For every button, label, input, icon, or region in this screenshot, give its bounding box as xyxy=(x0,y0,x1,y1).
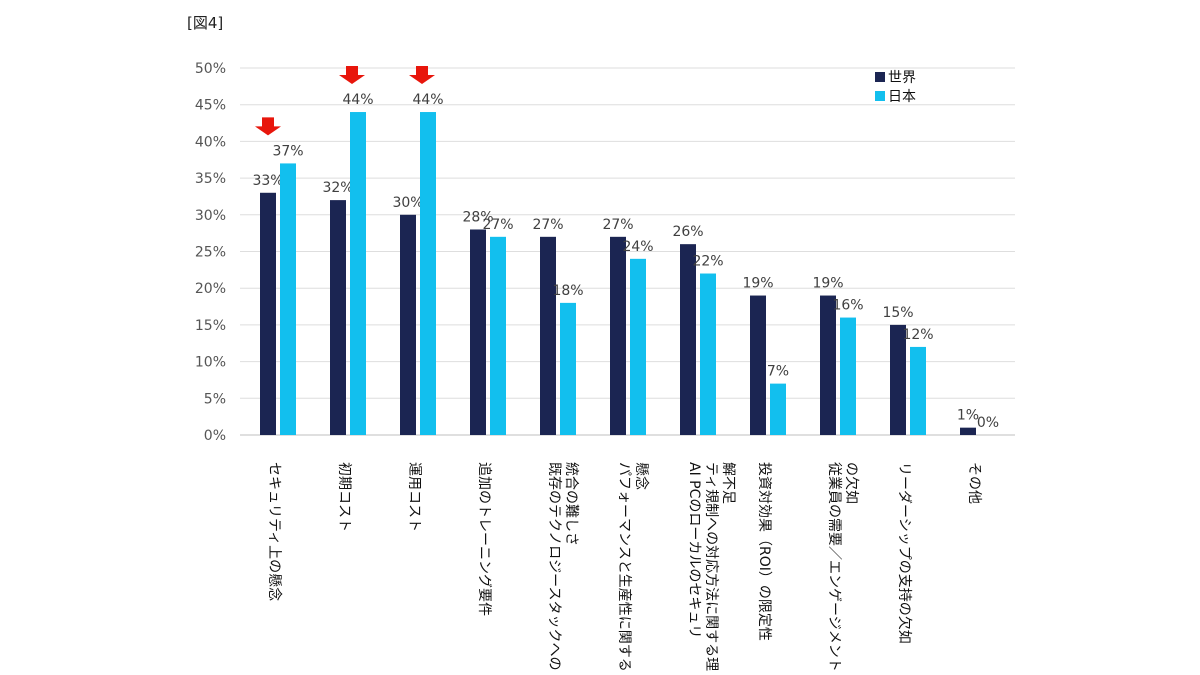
down-arrow-icon xyxy=(339,66,365,85)
data-label: 32% xyxy=(322,180,353,196)
data-label: 1% xyxy=(957,408,979,424)
data-label: 28% xyxy=(462,209,493,225)
data-label: 27% xyxy=(532,217,563,233)
bar-japan xyxy=(770,383,786,435)
data-label: 27% xyxy=(602,217,633,233)
data-label: 19% xyxy=(812,276,843,292)
bar-world xyxy=(750,295,766,435)
bar-japan xyxy=(560,302,576,435)
data-label: 15% xyxy=(882,305,913,321)
category-label: AI PCのローカルのセキュリティ規制への対応方法に関する理解不足 xyxy=(686,462,736,671)
data-label: 33% xyxy=(252,173,283,189)
bar-world xyxy=(330,200,346,435)
data-label: 24% xyxy=(622,239,653,255)
bar-japan xyxy=(420,112,436,435)
category-label: 運用コスト xyxy=(406,462,422,532)
y-tick-label: 50% xyxy=(195,61,226,77)
bar-japan xyxy=(490,236,506,435)
bar-world xyxy=(540,236,556,435)
data-label: 26% xyxy=(672,224,703,240)
bar-world xyxy=(610,236,626,435)
category-label: 初期コスト xyxy=(336,462,353,532)
data-label: 16% xyxy=(832,298,863,314)
data-label: 44% xyxy=(412,92,443,108)
legend-swatch xyxy=(875,72,885,82)
y-tick-label: 45% xyxy=(195,98,226,114)
y-tick-label: 35% xyxy=(195,171,226,187)
category-label: セキュリティ上の懸念 xyxy=(266,462,283,601)
data-label: 27% xyxy=(482,217,513,233)
bar-japan xyxy=(280,163,296,436)
figure-label: [図4] xyxy=(187,14,224,32)
down-arrow-icon xyxy=(409,66,435,85)
bar-japan xyxy=(910,346,926,435)
category-label: その他 xyxy=(966,462,982,504)
data-label: 7% xyxy=(767,364,789,380)
bar-world xyxy=(680,244,696,435)
legend-label: 世界 xyxy=(888,70,916,86)
y-tick-label: 30% xyxy=(195,208,226,224)
data-label: 22% xyxy=(692,254,723,270)
y-tick-label: 5% xyxy=(204,391,226,407)
data-label: 19% xyxy=(742,276,773,292)
bar-japan xyxy=(840,317,856,435)
category-label: 既存のテクノロジースタックへの統合の難しさ xyxy=(546,462,579,670)
y-tick-label: 40% xyxy=(195,134,226,150)
category-label: 従業員の需要／エンゲージメントの欠如 xyxy=(826,462,859,672)
data-label: 30% xyxy=(392,195,423,211)
bar-japan xyxy=(700,273,716,435)
data-label: 18% xyxy=(552,283,583,299)
bar-world xyxy=(470,229,486,435)
bar-world xyxy=(260,192,276,435)
data-label: 37% xyxy=(272,143,303,159)
category-label: パフォーマンスと生産性に関する懸念 xyxy=(616,462,650,672)
data-label: 12% xyxy=(902,327,933,343)
bar-world xyxy=(820,295,836,435)
bar-japan xyxy=(630,258,646,435)
data-label: 0% xyxy=(977,415,999,431)
legend-swatch xyxy=(875,91,885,101)
category-label: 投資対効果（ROI）の限定性 xyxy=(756,462,772,641)
y-tick-label: 0% xyxy=(204,428,226,444)
bar-world xyxy=(400,214,416,435)
legend-label: 日本 xyxy=(888,89,916,105)
bar-world xyxy=(890,324,906,435)
bar-world xyxy=(960,427,976,435)
y-tick-label: 20% xyxy=(195,281,226,297)
y-tick-label: 10% xyxy=(195,355,226,371)
y-tick-label: 25% xyxy=(195,245,226,261)
y-tick-label: 15% xyxy=(195,318,226,334)
category-label: リーダーシップの支持の欠如 xyxy=(896,462,912,644)
bar-japan xyxy=(350,112,366,435)
category-label: 追加のトレーニング要件 xyxy=(476,462,492,616)
data-label: 44% xyxy=(342,92,373,108)
down-arrow-icon xyxy=(255,117,281,136)
